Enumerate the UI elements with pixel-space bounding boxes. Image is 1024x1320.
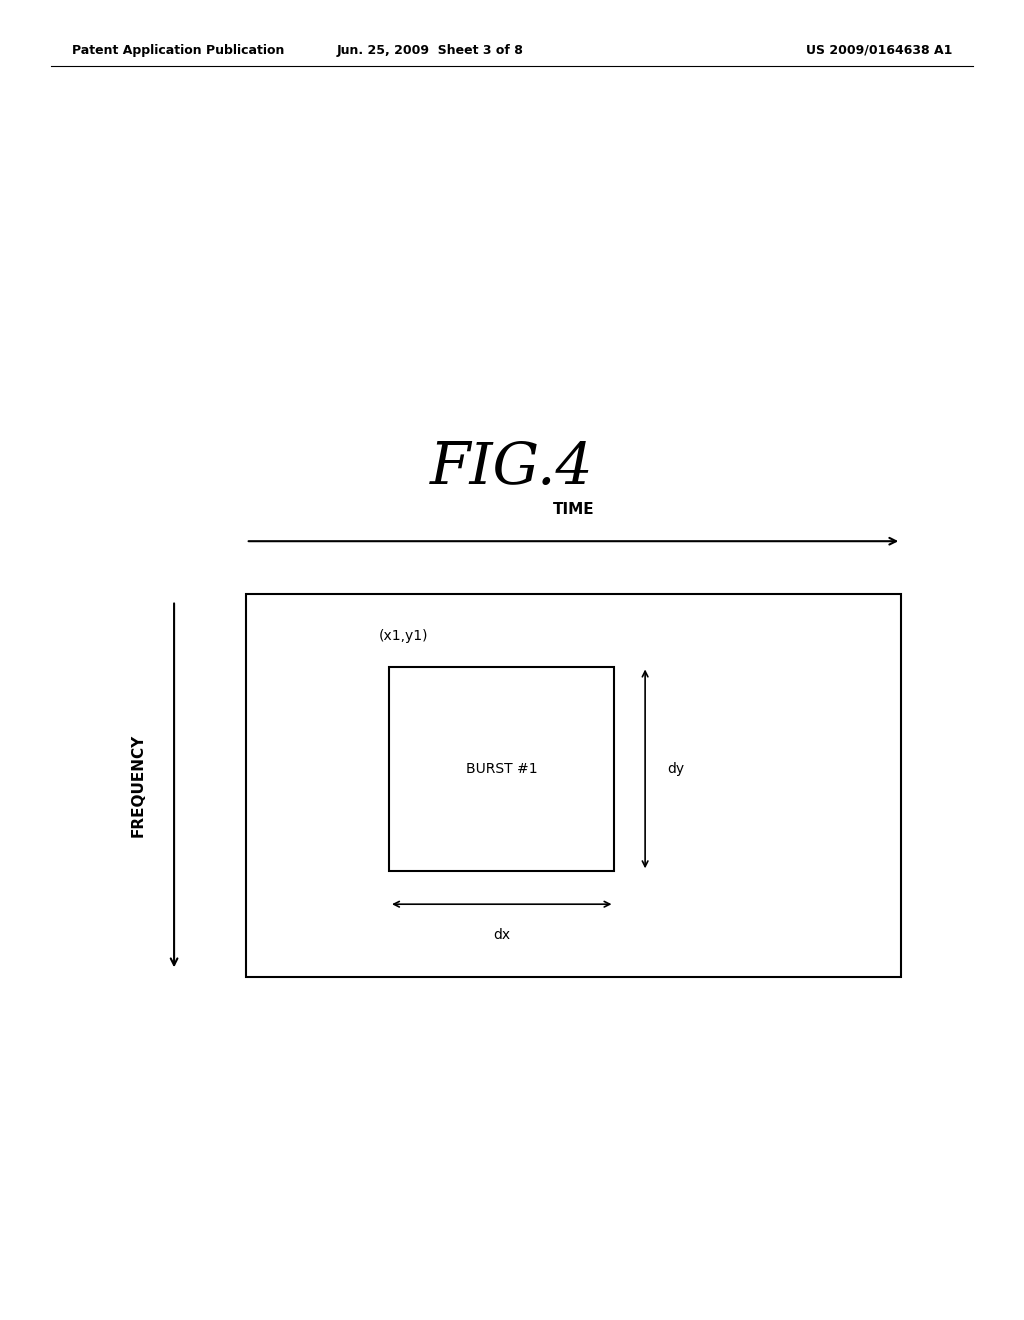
Text: dx: dx bbox=[494, 928, 510, 942]
Text: dy: dy bbox=[668, 762, 685, 776]
Text: FREQUENCY: FREQUENCY bbox=[131, 734, 145, 837]
Text: Patent Application Publication: Patent Application Publication bbox=[72, 44, 284, 57]
Text: Jun. 25, 2009  Sheet 3 of 8: Jun. 25, 2009 Sheet 3 of 8 bbox=[337, 44, 523, 57]
Text: FIG.4: FIG.4 bbox=[430, 441, 594, 496]
Bar bbox=[246, 594, 901, 977]
Bar bbox=[389, 667, 614, 871]
Text: (x1,y1): (x1,y1) bbox=[379, 628, 428, 643]
Text: BURST #1: BURST #1 bbox=[466, 762, 538, 776]
Text: TIME: TIME bbox=[553, 503, 594, 517]
Text: US 2009/0164638 A1: US 2009/0164638 A1 bbox=[806, 44, 952, 57]
